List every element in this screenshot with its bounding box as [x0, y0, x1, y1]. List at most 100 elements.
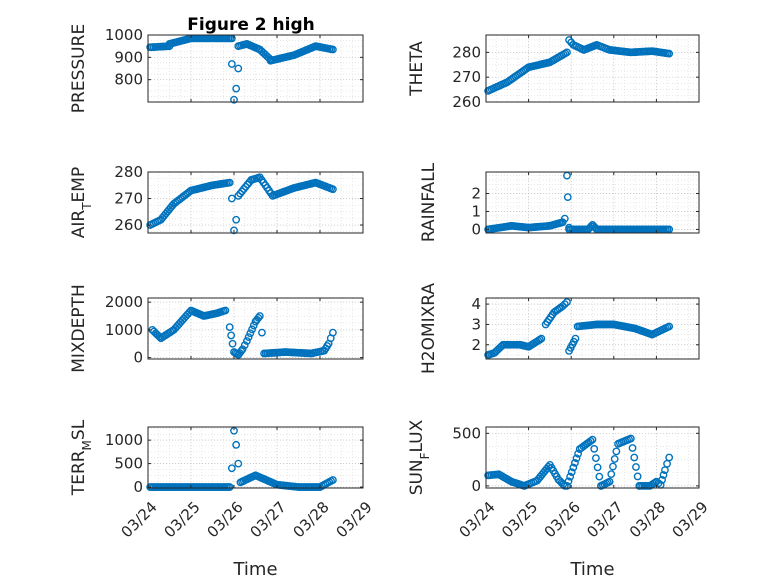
chart-6-data-point — [560, 300, 569, 308]
chart-2-axes-box — [485, 34, 700, 103]
chart-8-xtick-label: 03/29 — [668, 498, 711, 541]
chart-8-data-point — [574, 449, 583, 458]
chart-3-axes-box — [147, 171, 364, 234]
chart-6-data-point — [665, 322, 674, 331]
chart-8-data-point — [632, 463, 640, 471]
chart-5-ytick-label: 0 — [133, 349, 143, 367]
chart-3-ytick-label: 260 — [114, 216, 143, 234]
chart-8-data-point — [609, 462, 617, 471]
chart-4-ytick-label: 0 — [471, 220, 481, 238]
chart-6-axes-box — [485, 297, 700, 360]
chart-5-data-point — [227, 331, 236, 340]
chart-8-data-point — [605, 477, 614, 486]
chart-8-data-point — [659, 471, 668, 479]
chart-4-data-point — [563, 193, 572, 202]
chart-5-data-point — [240, 341, 249, 350]
chart-6-data-point — [537, 334, 546, 343]
chart-7-ylabel: TERRMSL — [69, 419, 94, 496]
chart-5-data-point — [328, 328, 337, 337]
chart-7-data-point — [234, 459, 243, 468]
chart-2-ytick-label: 260 — [452, 93, 481, 111]
chart-8-data-point — [588, 435, 597, 444]
chart-8-ylabel: SUNFLUX — [407, 419, 432, 495]
chart-8-data-point — [658, 476, 666, 484]
chart-4-ytick-label: 1 — [471, 202, 481, 220]
chart-5-data-point — [258, 328, 266, 337]
chart-7-xtick-label: 03/29 — [332, 498, 375, 541]
chart-5-axes-box — [147, 297, 364, 360]
chart-8-data-point — [610, 455, 619, 463]
chart-7-data-point — [227, 464, 236, 473]
chart-7-xtick-label: 03/25 — [160, 498, 203, 541]
chart-7-ytick-label: 0 — [133, 478, 143, 496]
chart-1-ytick-label: 1000 — [105, 26, 143, 44]
chart-8-xtick-label: 03/26 — [541, 498, 584, 541]
chart-8-ytick-label: 500 — [452, 424, 481, 442]
chart-3-ytick-label: 280 — [114, 163, 143, 181]
chart-6-ytick-label: 2 — [471, 336, 481, 354]
chart-6-ylabel: H2OMIXRA — [419, 283, 439, 374]
chart-5-data-point — [254, 313, 263, 322]
chart-1-data-point — [328, 45, 337, 54]
chart-6-data-point — [571, 334, 580, 343]
chart-1-data-point — [232, 84, 241, 93]
chart-5-data-point — [221, 306, 230, 315]
chart-1-ylabel: PRESSURE — [69, 24, 89, 113]
chart-5-data-point — [244, 333, 253, 341]
chart-8-data-point — [630, 453, 639, 462]
chart-7-xtick-label: 03/28 — [289, 498, 332, 541]
chart-2-data-point — [563, 48, 571, 57]
chart-6-ytick-label: 3 — [471, 315, 481, 333]
figure-title: Figure 2 high — [187, 15, 315, 35]
chart-8-data-point — [569, 463, 578, 472]
chart-4-ytick-label: 2 — [471, 185, 481, 203]
chart-8-data-point — [592, 454, 600, 463]
chart-5-ytick-label: 2000 — [105, 293, 143, 311]
chart-5-data-point — [249, 321, 258, 330]
chart-7-ytick-label: 500 — [114, 455, 143, 473]
chart-5-data-point — [228, 339, 237, 348]
chart-8-data-point — [563, 481, 571, 490]
chart-8-data-point — [564, 477, 573, 486]
chart-8-data-point — [633, 472, 642, 481]
chart-8-data-point — [586, 437, 595, 445]
chart-8-axes-box — [485, 426, 700, 489]
chart-8-data-point — [628, 444, 637, 452]
chart-5-ylabel: MIXDEPTH — [69, 284, 89, 373]
chart-7-data-point — [232, 440, 241, 449]
chart-8-xtick-label: 03/27 — [583, 498, 626, 541]
chart-3-data-point — [232, 215, 241, 224]
chart-3-data-point — [225, 178, 234, 187]
chart-8-data-point — [626, 434, 635, 443]
chart-5-ytick-label: 1000 — [105, 321, 143, 339]
chart-8-data-point — [665, 453, 674, 462]
chart-5-data-point — [255, 312, 264, 320]
chart-1-data-point — [230, 95, 238, 104]
chart-7-data-point — [328, 476, 337, 484]
chart-4-ylabel: RAINFALL — [419, 162, 439, 242]
chart-5-data-point — [237, 347, 246, 356]
chart-1-axes-box — [147, 34, 364, 103]
chart-8-data-point — [567, 468, 576, 476]
chart-7-xtick-label: 03/26 — [203, 498, 246, 541]
chart-7-data-point — [225, 483, 234, 491]
chart-3-data-point — [328, 185, 337, 194]
chart-3-ylabel: AIRTEMP — [69, 167, 94, 238]
chart-2-ylabel: THETA — [407, 41, 427, 97]
chart-7-xtick-label: 03/27 — [246, 498, 289, 541]
chart-8-ytick-label: 0 — [471, 477, 481, 495]
chart-8-xtick-label: 03/24 — [455, 498, 498, 541]
chart-6-ytick-label: 4 — [471, 295, 481, 313]
chart-8-data-point — [593, 463, 602, 472]
chart-8-xtick-label: 03/25 — [498, 498, 541, 541]
chart-3-data-point — [230, 226, 238, 235]
chart-8-data-point — [566, 472, 575, 481]
chart-2-data-point — [665, 49, 674, 58]
chart-8-data-point — [612, 447, 621, 456]
chart-3-data-point — [227, 194, 236, 203]
chart-7-xtick-label: 03/24 — [117, 498, 160, 541]
chart-5-data-point — [242, 337, 251, 345]
chart-1-data-point — [227, 60, 236, 68]
chart-5-data-point — [248, 325, 256, 334]
